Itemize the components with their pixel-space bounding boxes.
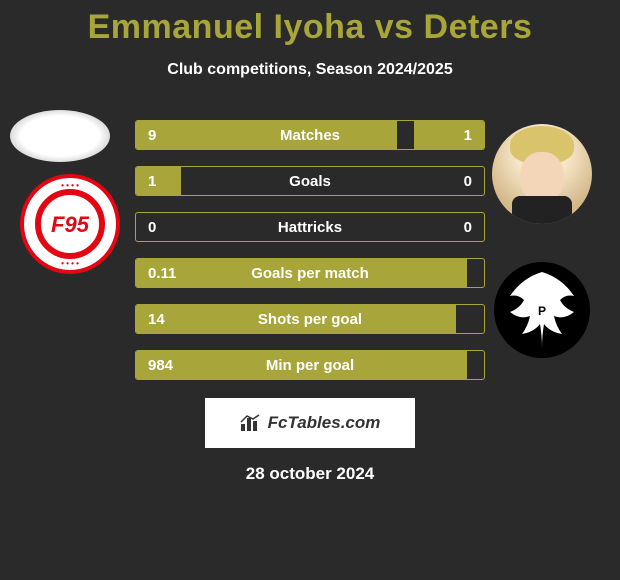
stat-row: 0.11Goals per match (135, 258, 485, 288)
stat-row: 14Shots per goal (135, 304, 485, 334)
bar-chart-icon (240, 414, 262, 432)
stat-row: 10Goals (135, 166, 485, 196)
comparison-date: 28 october 2024 (0, 464, 620, 484)
stat-label: Goals per match (136, 265, 484, 282)
stat-row: 91Matches (135, 120, 485, 150)
stats-container: 91Matches 10Goals 00Hattricks 0.11Goals per… (0, 120, 620, 396)
comparison-title: Emmanuel Iyoha vs Deters (0, 0, 620, 47)
comparison-subtitle: Club competitions, Season 2024/2025 (0, 61, 620, 79)
stat-label: Hattricks (136, 219, 484, 236)
stat-row: 984Min per goal (135, 350, 485, 380)
stat-label: Min per goal (136, 357, 484, 374)
stat-row: 00Hattricks (135, 212, 485, 242)
fctables-label: FcTables.com (268, 413, 381, 433)
stat-label: Matches (136, 127, 484, 144)
stat-label: Goals (136, 173, 484, 190)
fctables-watermark: FcTables.com (205, 398, 415, 448)
stat-label: Shots per goal (136, 311, 484, 328)
